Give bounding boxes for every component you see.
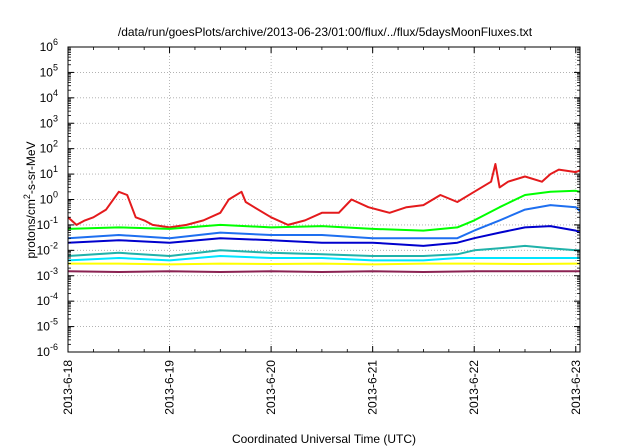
grid xyxy=(68,47,580,352)
y-tick-label: 10-2 xyxy=(37,240,58,257)
y-tick-label: 10-4 xyxy=(37,291,58,308)
y-axis-label: protons/cm2-s-sr-MeV xyxy=(22,141,38,258)
y-tick-label: 10-5 xyxy=(37,317,58,334)
y-tick-label: 10-3 xyxy=(37,266,58,283)
x-axis-ticks: 2013-6-18 2013-6-19 2013-6-20 2013-6-21 2013… xyxy=(61,47,583,415)
x-tick-label: 2013-6-22 xyxy=(467,360,481,415)
x-tick-label: 2013-6-23 xyxy=(569,360,583,415)
y-tick-label: 100 xyxy=(40,190,58,207)
chart-title: /data/run/goesPlots/archive/2013-06-23/0… xyxy=(118,25,533,39)
x-tick-label: 2013-6-18 xyxy=(61,360,75,415)
x-axis-label: Coordinated Universal Time (UTC) xyxy=(232,432,416,446)
y-tick-label: 106 xyxy=(40,37,58,54)
series-line-6 xyxy=(67,255,580,262)
x-tick-label: 2013-6-20 xyxy=(264,360,278,415)
series-layer xyxy=(67,163,581,273)
y-tick-label: 10-1 xyxy=(37,215,58,232)
y-tick-label: 105 xyxy=(40,62,58,79)
series-line-5 xyxy=(67,244,580,257)
y-tick-label: 103 xyxy=(40,113,58,130)
y-tick-label: 101 xyxy=(40,164,58,181)
series-line-2 xyxy=(67,189,581,232)
series-line-7 xyxy=(68,262,580,266)
y-tick-label: 104 xyxy=(40,88,58,105)
series-line-4 xyxy=(67,225,581,247)
y-tick-label: 10-6 xyxy=(37,342,58,359)
series-line-3 xyxy=(67,204,581,240)
x-tick-label: 2013-6-21 xyxy=(366,360,380,415)
x-tick-label: 2013-6-19 xyxy=(163,360,177,415)
y-axis-ticks: 106 105 104 103 102 101 100 10-1 10-2 10-3 10-4 10-… xyxy=(37,37,580,359)
y-tick-label: 102 xyxy=(40,139,58,156)
series-line-1 xyxy=(67,163,581,229)
series-line-8 xyxy=(67,270,580,273)
